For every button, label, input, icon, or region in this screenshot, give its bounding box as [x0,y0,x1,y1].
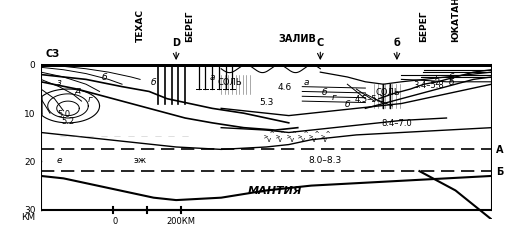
Text: е: е [56,155,62,164]
Text: г: г [331,92,336,101]
Text: б: б [322,88,328,97]
Text: 5.3: 5.3 [259,97,273,106]
Text: С: С [317,37,324,47]
Text: >: > [298,134,302,140]
Text: ^: ^ [281,131,285,137]
Text: А: А [496,145,503,155]
Text: —: — [141,132,148,138]
Text: —: — [60,132,67,138]
Text: СЗ: СЗ [46,49,59,58]
Text: >: > [275,134,280,140]
Text: ^: ^ [292,131,296,137]
Text: v: v [267,136,271,142]
Text: 0: 0 [113,216,118,225]
Text: >: > [264,134,268,140]
Text: 5.0: 5.0 [57,109,70,118]
Text: >: > [287,134,291,140]
Text: д: д [74,85,80,94]
Text: v: v [278,136,282,142]
Text: 5.2: 5.2 [61,116,75,125]
Text: 10: 10 [24,109,35,118]
Text: 2: 2 [435,78,440,87]
Text: 30: 30 [24,205,35,214]
Text: ^: ^ [314,131,319,137]
Text: СОЛЬ: СОЛЬ [218,78,243,87]
Text: v: v [323,136,327,142]
Text: 4.5–5.1: 4.5–5.1 [355,95,385,104]
Text: ^: ^ [303,131,308,137]
Text: б: б [151,78,156,87]
Text: б: б [448,78,454,87]
Text: v: v [301,136,305,142]
Text: эж: эж [134,155,146,164]
Text: —: — [155,132,162,138]
Text: г: г [88,95,93,104]
Text: б: б [101,73,107,82]
Text: б: б [448,73,454,82]
Text: ЮКАТАН: ЮКАТАН [451,0,460,42]
Text: 3.4–5.8: 3.4–5.8 [413,80,444,89]
Text: >: > [321,134,325,140]
Text: а: а [304,78,310,87]
Text: 8.0–8.3: 8.0–8.3 [308,155,342,164]
Text: ЗАЛИВ: ЗАЛИВ [279,34,317,44]
Text: v: v [312,136,316,142]
Text: —: — [182,132,188,138]
Text: —: — [100,132,108,138]
Text: v: v [289,136,293,142]
Text: Б: Б [496,166,503,176]
Text: з: з [57,78,61,87]
Text: БЕРЕГ: БЕРЕГ [419,10,429,42]
Text: —: — [127,132,135,138]
Text: >: > [309,134,313,140]
Text: ТЕХАС: ТЕХАС [136,9,144,42]
Text: МАНТИЯ: МАНТИЯ [248,186,303,196]
Text: 8.4–7.0: 8.4–7.0 [381,119,412,128]
Text: 4.6: 4.6 [277,83,291,92]
Text: —: — [87,132,94,138]
Text: —: — [168,132,175,138]
Text: г: г [435,73,440,82]
Text: БЕРЕГ: БЕРЕГ [185,10,194,42]
Text: ^: ^ [326,131,330,137]
Text: —: — [114,132,121,138]
Text: 200КМ: 200КМ [166,216,195,225]
Text: 0: 0 [30,61,35,70]
Text: б: б [394,37,400,47]
Text: D: D [172,37,180,47]
Text: КМ: КМ [22,213,35,222]
Text: 20: 20 [24,157,35,166]
Text: —: — [74,132,80,138]
Text: а: а [209,73,215,82]
Text: ^: ^ [269,131,274,137]
Text: б: б [345,100,350,109]
Text: СОЛЬ: СОЛЬ [375,88,400,97]
